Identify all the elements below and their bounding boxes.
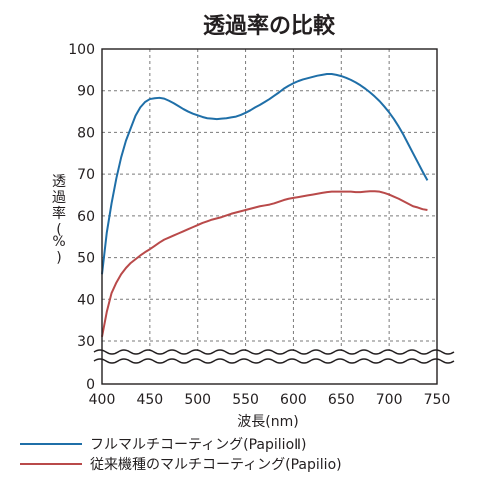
series-line-1 — [101, 73, 429, 275]
x-tick-label: 700 — [376, 392, 403, 408]
legend-label-2: 従来機種のマルチコーティング(Papilio) — [90, 457, 342, 473]
y-tick-label: 30 — [77, 334, 95, 350]
y-tick-label: 50 — [77, 251, 95, 267]
legend-label-1: フルマルチコーティング(PapilioⅡ) — [90, 437, 307, 453]
y-tick-label: 40 — [77, 292, 95, 308]
break-band — [93, 352, 446, 361]
axis-break — [93, 349, 455, 364]
x-tick-label: 750 — [424, 392, 451, 408]
chart-title: 透過率の比較 — [203, 13, 336, 39]
x-tick-label: 450 — [136, 392, 163, 408]
series-lines — [101, 73, 429, 338]
legend: フルマルチコーティング(PapilioⅡ) 従来機種のマルチコーティング(Papi… — [20, 437, 342, 473]
x-axis-label: 波長(nm) — [237, 414, 298, 430]
y-axis-label: 透過率(%) — [52, 174, 66, 266]
y-tick-label: 60 — [77, 209, 95, 225]
y-tick-label: 90 — [77, 84, 95, 100]
y-tick-label: 70 — [77, 167, 95, 183]
break-line-upper — [93, 349, 455, 355]
break-line-lower — [93, 358, 455, 364]
y-tick-labels: 0 30 40 50 60 70 80 90 100 — [68, 42, 95, 393]
x-tick-label: 550 — [232, 392, 259, 408]
x-tick-labels: 400 450 500 550 600 650 700 750 — [89, 392, 451, 408]
x-tick-label: 500 — [184, 392, 211, 408]
y-tick-label: 100 — [68, 42, 95, 58]
grid — [102, 49, 437, 351]
x-tick-label: 650 — [328, 392, 355, 408]
x-tick-label: 600 — [280, 392, 307, 408]
y-tick-label: 0 — [86, 377, 95, 393]
y-tick-label: 80 — [77, 125, 95, 141]
x-tick-label: 400 — [89, 392, 116, 408]
series-line-2 — [101, 190, 428, 338]
plot-frame — [101, 48, 438, 385]
